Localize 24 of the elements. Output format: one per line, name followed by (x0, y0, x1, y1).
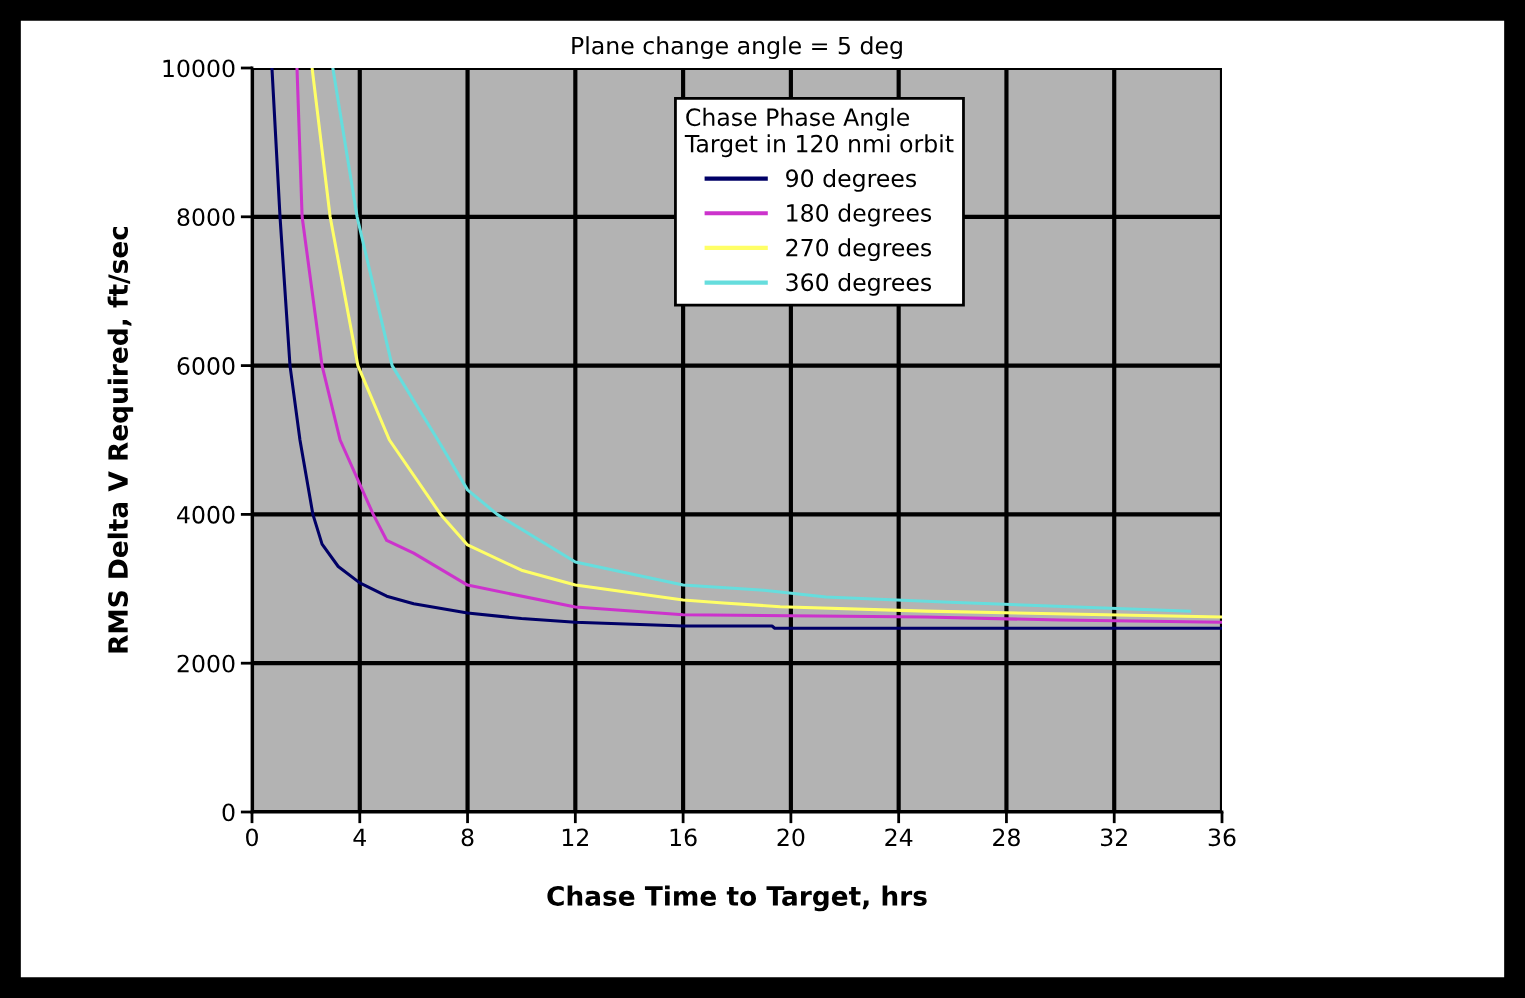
x-tick-label: 32 (1101, 828, 1127, 847)
x-axis-title: Chase Time to Target, hrs (547, 885, 927, 912)
y-tick-label: 6000 (177, 357, 235, 375)
chart-title: Plane change angle = 5 deg (572, 36, 902, 60)
y-tick-label: 4000 (177, 505, 235, 524)
x-tick-label: 36 (1208, 828, 1236, 847)
y-tick-label: 8000 (177, 208, 235, 227)
legend-label: 360 degrees (786, 272, 932, 296)
x-tick-label: 20 (777, 828, 805, 847)
x-tick-label: 12 (562, 828, 588, 846)
x-tick-label: 8 (461, 828, 474, 847)
x-tick-label: 16 (670, 828, 697, 847)
y-tick-label: 0 (222, 803, 235, 822)
y-axis-title: RMS Delta V Required, ft/sec (107, 226, 134, 653)
x-tick-label: 0 (246, 828, 258, 847)
x-tick-label: 4 (353, 828, 366, 846)
x-tick-label: 24 (885, 828, 913, 846)
x-tick-label: 28 (993, 828, 1020, 847)
y-tick-label: 2000 (177, 654, 235, 673)
legend-label: 90 degrees (786, 168, 917, 192)
legend-label: 180 degrees (787, 203, 932, 227)
legend-title: Chase Phase Angle Target in 120 nmi orbit (684, 107, 954, 158)
y-tick-label: 10000 (163, 59, 235, 78)
legend-label: 270 degrees (786, 238, 932, 262)
